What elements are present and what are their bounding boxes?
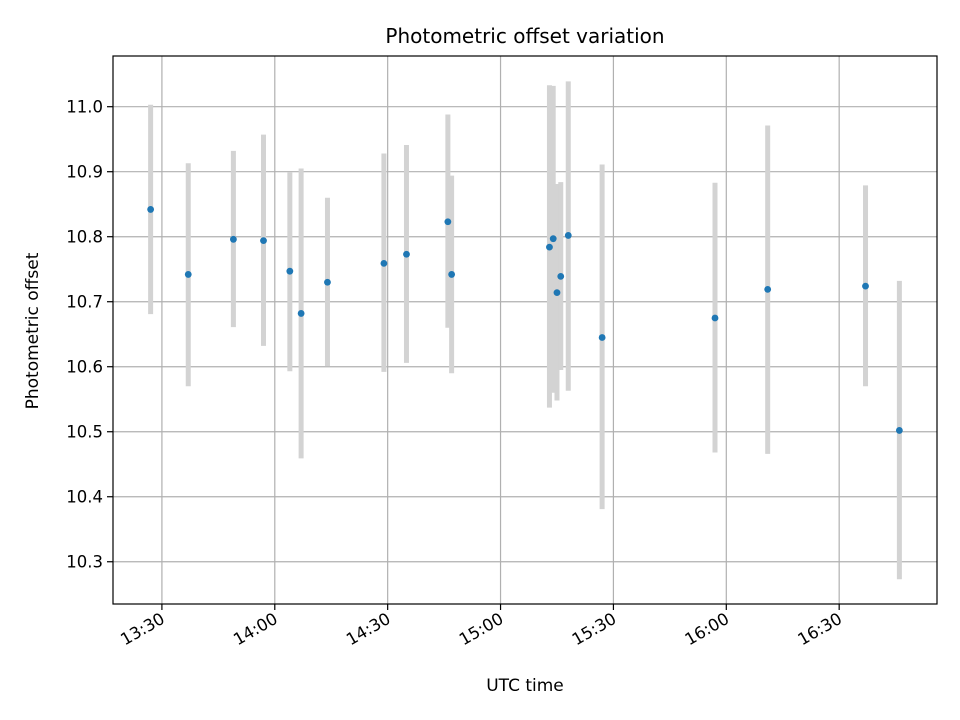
data-point [444,218,452,226]
y-tick-label: 11.0 [66,98,103,117]
data-point [448,271,456,278]
data-point [553,289,561,297]
data-point [549,235,557,243]
data-point [184,271,192,278]
chart-title: Photometric offset variation [385,24,664,48]
data-point [895,427,903,434]
data-point [324,278,331,286]
data-point [297,310,305,317]
data-point [711,314,719,322]
y-tick-label: 10.9 [66,163,103,182]
x-axis-label: UTC time [486,676,564,696]
grid-layer [113,56,937,604]
data-point [546,243,553,251]
y-tick-label: 10.8 [66,228,103,247]
data-point [598,334,606,341]
point-layer [147,206,903,434]
data-point [557,272,565,280]
plot-frame [112,55,938,605]
data-point [862,282,869,290]
y-axis-label: Photometric offset [23,252,43,409]
data-point [260,237,267,245]
data-point [147,206,155,213]
data-point [380,259,388,267]
y-tick-label: 10.6 [66,358,103,377]
data-point [564,232,572,239]
data-point [764,285,772,293]
y-tick-label: 10.5 [66,423,103,442]
y-tick-label: 10.7 [66,293,103,312]
y-tick-label: 10.3 [66,553,103,572]
data-point [230,235,237,243]
data-point [403,250,410,258]
data-point [286,267,294,275]
y-tick-label: 10.4 [66,488,103,507]
